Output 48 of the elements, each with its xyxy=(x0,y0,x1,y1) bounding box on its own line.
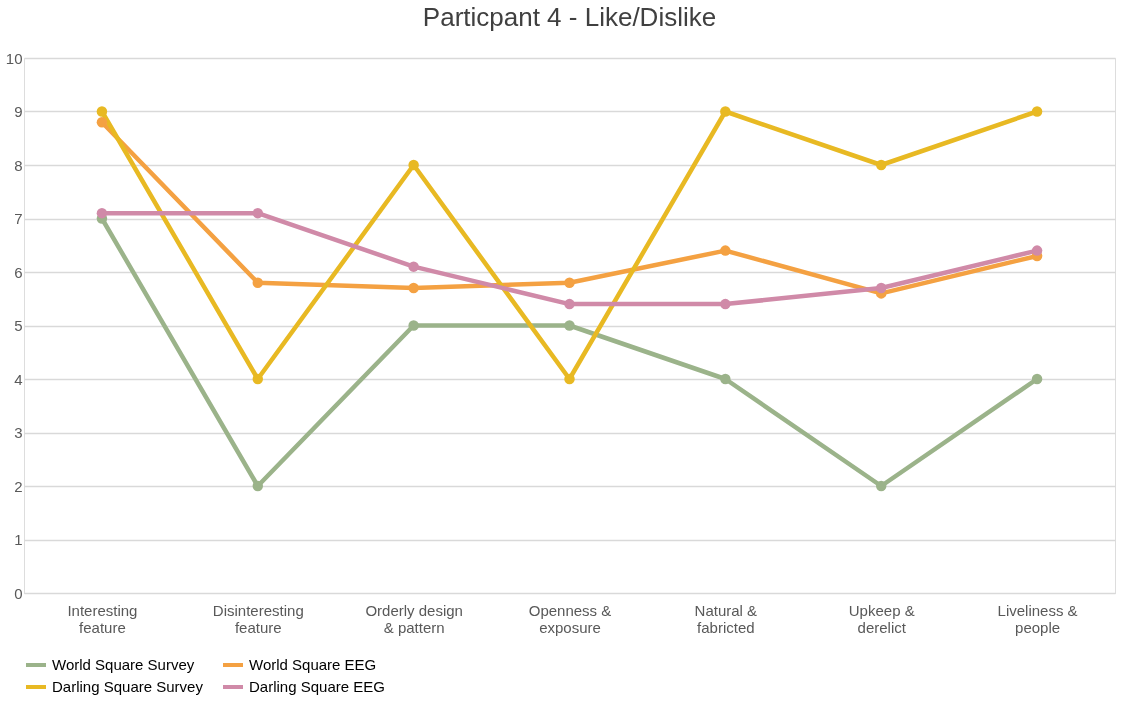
point xyxy=(720,373,731,385)
y-tick-label: 8 xyxy=(14,156,23,174)
y-tick-label: 9 xyxy=(14,103,23,120)
legend-label: Darling Square Survey xyxy=(52,678,204,695)
x-tick-label: Liveliness & people xyxy=(997,601,1078,636)
y-tick-label: 5 xyxy=(14,317,23,334)
point xyxy=(408,282,419,294)
point xyxy=(564,320,575,331)
point xyxy=(96,207,108,219)
x-tick-label: Upkeep & derelict xyxy=(848,601,915,636)
point xyxy=(875,282,887,294)
point xyxy=(1031,373,1043,385)
point xyxy=(252,480,264,492)
point xyxy=(720,245,731,256)
legend-label: World Square Survey xyxy=(52,656,195,673)
y-tick-label: 4 xyxy=(14,370,23,388)
y-tick-label: 10 xyxy=(5,49,23,67)
x-tick-label: Openness & exposure xyxy=(528,601,612,636)
x-tick-label: Natural & fabricted xyxy=(694,601,758,636)
point xyxy=(1031,245,1043,256)
y-tick-label: 3 xyxy=(14,424,23,441)
point xyxy=(564,277,575,288)
x-tick-label: Disinteresting feature xyxy=(212,601,304,636)
point xyxy=(1031,106,1043,117)
point xyxy=(96,116,108,128)
y-tick-label: 1 xyxy=(14,531,23,548)
point xyxy=(252,207,264,219)
x-tick-label: Interesting feature xyxy=(67,601,138,636)
x-tick-label: Orderly design & pattern xyxy=(365,601,463,636)
point xyxy=(252,373,264,385)
point xyxy=(96,106,108,117)
point xyxy=(408,320,419,331)
point xyxy=(720,106,731,117)
y-tick-label: 6 xyxy=(14,263,23,281)
point xyxy=(564,298,575,310)
legend-label: Darling Square EEG xyxy=(249,678,385,695)
point xyxy=(564,373,575,385)
y-tick-label: 0 xyxy=(14,584,23,602)
point xyxy=(875,480,887,492)
point xyxy=(408,261,419,272)
y-tick-label: 2 xyxy=(14,477,23,495)
point xyxy=(252,277,264,288)
point xyxy=(408,159,419,171)
chart-title: Particpant 4 - Like/Dislike xyxy=(422,2,717,32)
legend-label: World Square EEG xyxy=(249,656,377,673)
y-tick-label: 7 xyxy=(14,210,23,227)
point xyxy=(875,159,887,171)
point xyxy=(720,298,731,310)
